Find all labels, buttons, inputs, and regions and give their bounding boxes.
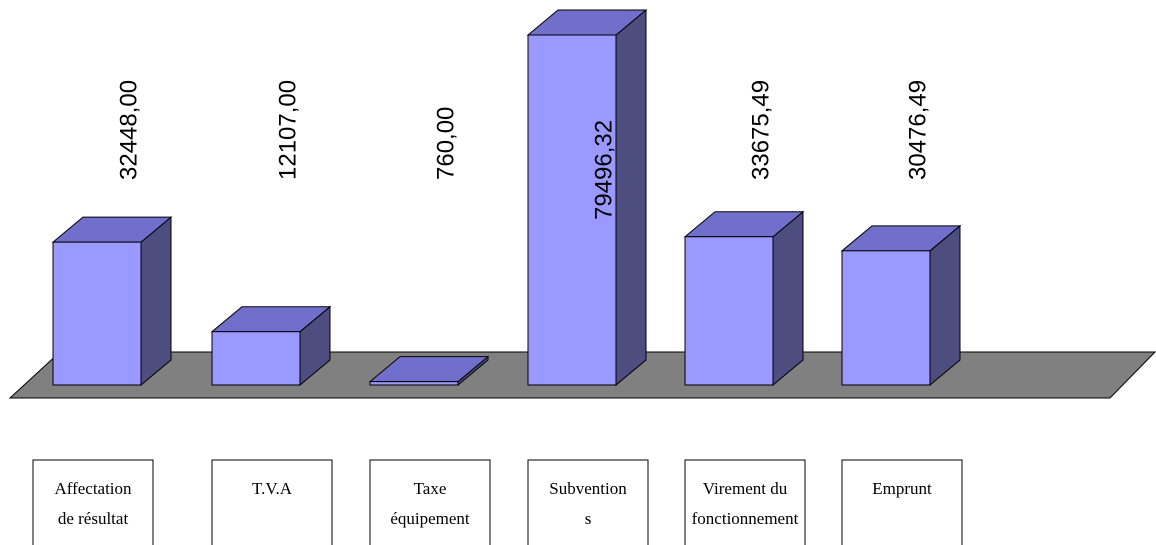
value-label: 32448,00 [115,80,142,180]
bar-side [772,210,804,387]
category-box [527,459,649,545]
category-label: Subvention s [549,479,627,528]
category-label: Emprunt [872,479,932,498]
category-box [369,459,491,545]
bar-front [527,34,617,386]
category-box [841,459,963,545]
category-label: Affectation de résultat [54,479,132,528]
bar [210,305,332,387]
category-box [684,459,806,545]
bar [683,210,805,387]
bar-side [615,8,647,387]
bar [51,216,173,387]
value-label: 760,00 [432,107,459,180]
bar-front [841,250,931,386]
bar-front [52,241,142,386]
value-label: 79496,32 [590,120,617,220]
bar [526,8,648,387]
category-label: Taxe équipement [390,479,470,528]
bar-side [929,224,961,387]
value-label: 33675,49 [747,80,774,180]
value-label: 30476,49 [904,80,931,180]
bar-front [369,381,459,386]
bar-front [684,236,774,386]
bar-front [211,331,301,386]
bar [368,355,490,387]
category-label: Virement du fonctionnement [692,479,799,528]
category-label: T.V.A [252,479,293,498]
category-box [211,459,333,545]
category-box [32,459,154,545]
bar-side [140,216,172,387]
bar [840,224,962,387]
value-label: 12107,00 [274,80,301,180]
